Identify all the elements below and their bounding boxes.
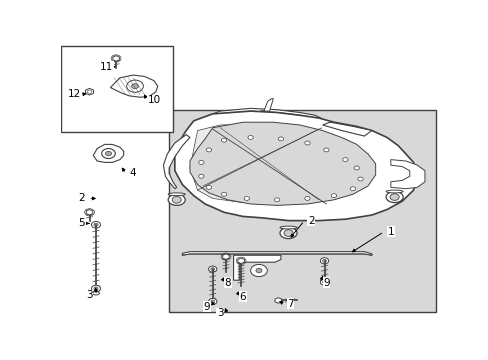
Circle shape [331,194,336,198]
Polygon shape [182,252,371,256]
Circle shape [210,300,214,303]
Bar [61,46,173,132]
Circle shape [353,166,359,170]
Polygon shape [390,159,424,189]
Circle shape [320,279,328,285]
Text: 9: 9 [323,278,329,288]
Circle shape [320,258,328,264]
Text: 11: 11 [100,62,113,72]
Circle shape [250,264,267,276]
Polygon shape [322,122,371,136]
Circle shape [206,185,211,189]
Ellipse shape [280,228,296,239]
Text: 10: 10 [147,95,160,105]
Ellipse shape [92,292,99,295]
Text: 7: 7 [286,299,293,309]
Circle shape [210,268,214,270]
Polygon shape [110,75,158,97]
Text: 3: 3 [86,291,93,301]
Ellipse shape [386,192,402,203]
Circle shape [131,84,138,89]
Circle shape [322,281,325,284]
Circle shape [304,141,309,145]
Circle shape [278,137,283,141]
Circle shape [221,138,226,142]
Polygon shape [260,99,273,111]
Text: 6: 6 [239,292,246,302]
Circle shape [198,174,203,178]
Polygon shape [189,123,326,204]
Circle shape [208,298,217,305]
Polygon shape [85,89,93,95]
Circle shape [357,177,363,181]
Polygon shape [237,258,244,264]
Ellipse shape [168,193,185,196]
Polygon shape [163,135,189,189]
Circle shape [304,197,309,201]
Polygon shape [175,111,416,221]
Circle shape [206,148,211,152]
Circle shape [255,268,262,273]
Circle shape [274,198,279,202]
Text: 12: 12 [68,90,81,99]
Text: 9: 9 [203,302,210,311]
Ellipse shape [280,226,296,229]
Polygon shape [86,210,93,215]
Text: 8: 8 [224,278,231,288]
Polygon shape [113,56,119,61]
Circle shape [247,135,253,139]
Polygon shape [189,122,375,205]
Circle shape [349,187,355,191]
Circle shape [208,266,217,272]
Circle shape [94,223,98,226]
Circle shape [342,158,347,162]
Circle shape [126,80,143,92]
Circle shape [105,151,111,156]
Polygon shape [274,298,281,303]
Ellipse shape [284,230,292,237]
Polygon shape [93,144,123,162]
Text: 2: 2 [79,193,85,203]
Circle shape [198,161,203,164]
Ellipse shape [386,190,402,193]
Circle shape [94,287,98,290]
Circle shape [323,148,328,152]
Polygon shape [201,108,326,122]
Ellipse shape [389,194,398,201]
Text: 3: 3 [217,309,223,319]
Circle shape [102,149,115,158]
Text: 1: 1 [386,227,393,237]
Circle shape [221,192,226,196]
Polygon shape [222,254,229,260]
Text: 4: 4 [129,168,136,179]
Circle shape [91,221,101,228]
Text: 2: 2 [307,216,314,226]
Polygon shape [233,255,280,280]
Ellipse shape [172,197,181,203]
Circle shape [322,260,325,262]
Circle shape [244,197,249,201]
Ellipse shape [168,194,185,205]
Bar [169,110,435,312]
Circle shape [91,285,101,292]
Text: 5: 5 [79,219,85,228]
